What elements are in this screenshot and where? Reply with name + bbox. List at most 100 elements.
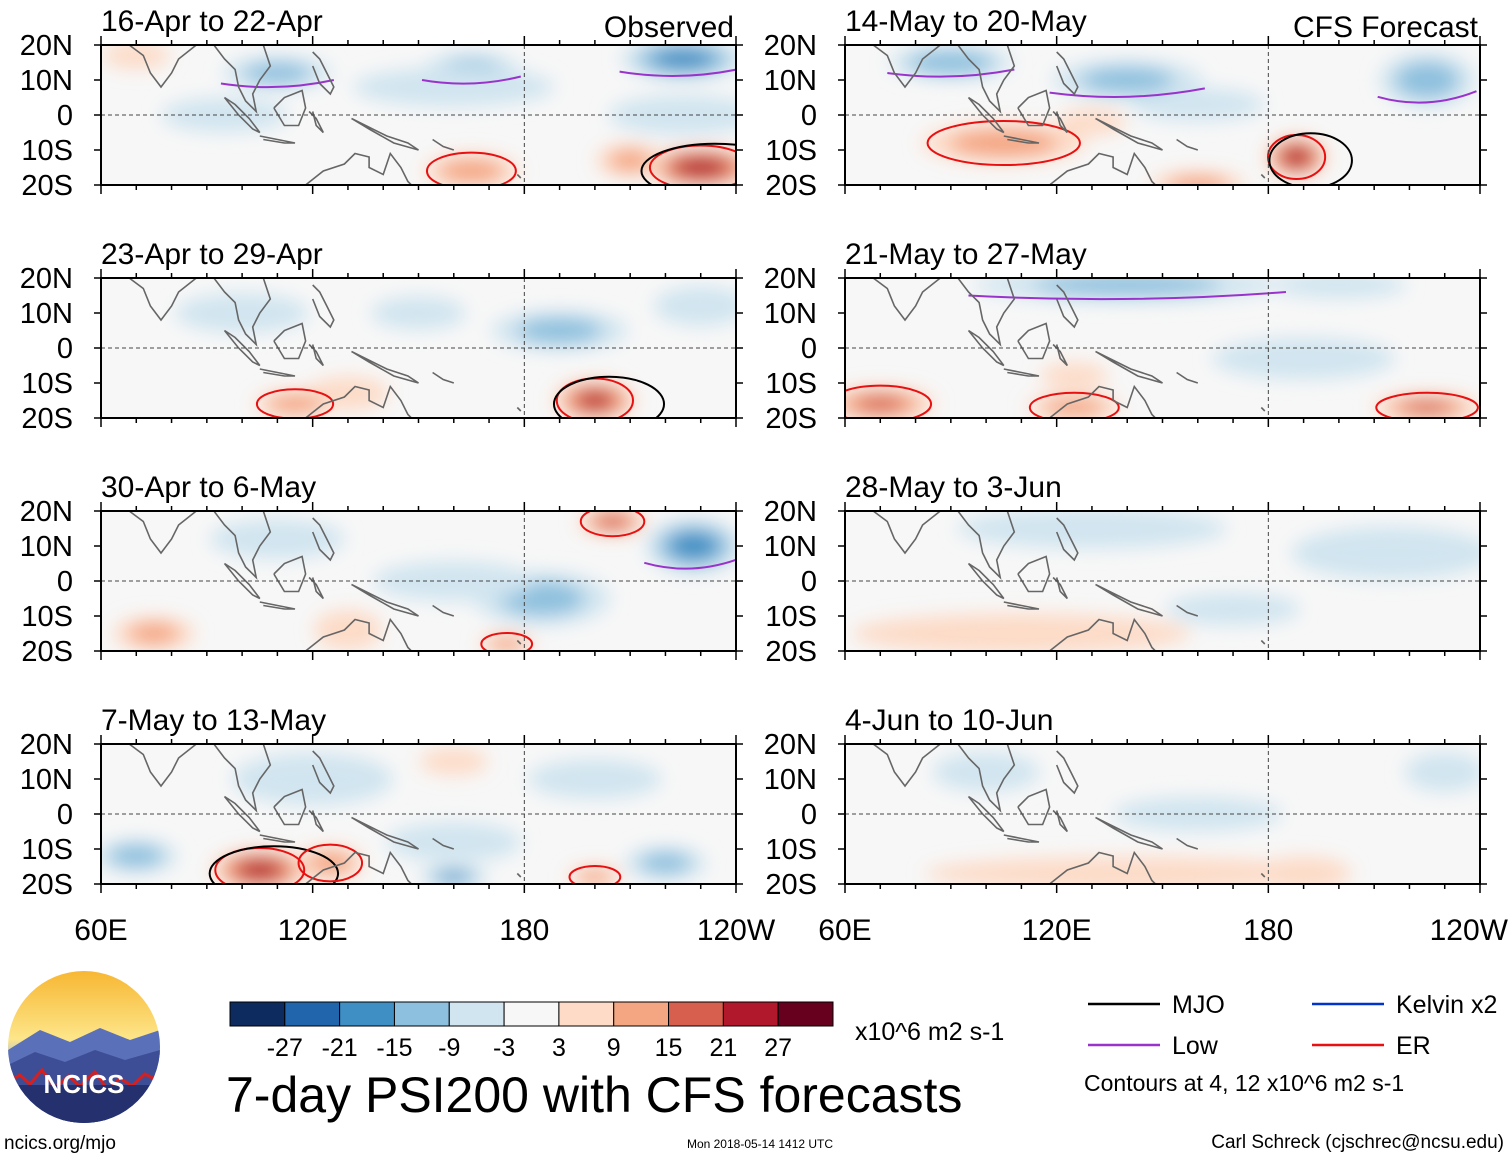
anomaly-region [1171,177,1224,185]
anomaly-region [1037,278,1217,295]
coastline [1035,850,1156,884]
coastline [432,604,455,617]
coastline [967,795,1005,833]
coastline [1017,89,1051,127]
colorbar-units: x10^6 m2 s-1 [855,1018,1004,1046]
coastline [213,278,272,347]
er-contour [648,144,736,185]
anomaly-region [899,618,1144,649]
y-tick-label: 0 [801,799,817,831]
contour-legend-label: Low [1172,1032,1219,1060]
colorbar-swatch [393,1001,450,1027]
coastline [273,555,307,593]
y-tick-label: 20S [765,636,817,668]
mjo-contour [1268,132,1353,185]
low-contour [887,68,1015,78]
anomaly-region [400,826,507,858]
colorbar-swatch [284,1001,341,1027]
coastline [872,744,941,788]
coastline [872,511,941,555]
contour-legend: MJO Kelvin x2 Low ER [1088,991,1497,1060]
coastline [1003,368,1040,377]
coastline [311,517,335,562]
colorbar-swatch [503,1001,560,1027]
mjo-contour [552,375,666,418]
coastline [291,850,412,884]
colorbar-tick-label: -9 [438,1034,460,1062]
low-contour [421,75,522,85]
ncics-logo: NCICS [8,971,160,1123]
coastline [308,343,325,367]
contour-legend-label: Kelvin x2 [1396,991,1497,1019]
y-tick-label: 20S [21,636,73,668]
anomaly-region [1134,88,1262,121]
coastline [213,511,272,580]
coastline [872,45,941,89]
colorbar-swatch [339,1001,395,1027]
coastline [957,744,1016,813]
colorbar-tick-label: 3 [552,1034,566,1062]
coastline [1052,110,1069,134]
er-contour [1028,391,1120,418]
y-tick-label: 10N [20,531,73,563]
coastline [1035,151,1156,185]
coastline [128,45,197,89]
x-tick-label: 60E [74,914,127,947]
anomaly-region [922,54,980,71]
colorbar-swatch [448,1001,505,1027]
coastline [259,834,296,843]
colorbar-tick-label: 9 [607,1034,621,1062]
anomaly-region [438,872,469,882]
anomaly-region [1065,111,1119,133]
anomaly-region [1296,527,1480,579]
coastline [1095,350,1163,384]
coastline [351,583,419,617]
site-link[interactable]: ncics.org/mjo [4,1133,116,1154]
column-label: CFS Forecast [1293,11,1479,44]
anomaly-region [581,872,609,882]
coastline [351,350,419,384]
coastline [291,384,412,418]
coastline [432,371,455,384]
coastline [291,617,412,651]
mjo-contour [640,142,736,185]
panel-period: 21-May to 27-May [845,238,1087,271]
y-tick-label: 0 [57,333,73,365]
panel-period: 14-May to 20-May [845,5,1087,38]
colorbar-tick-label: -15 [376,1034,412,1062]
coastline [273,89,307,127]
low-contour [968,291,1287,301]
coastline [223,329,261,367]
y-tick-label: 10S [21,368,73,400]
coastline [311,284,335,329]
panel-period: 16-Apr to 22-Apr [101,5,323,38]
y-tick-label: 20N [764,263,817,295]
y-tick-label: 10S [765,368,817,400]
anomaly-region [1406,753,1480,791]
anomaly-region [675,535,713,557]
anomaly-region [1285,278,1392,296]
coastline [516,872,522,878]
anomaly-region [640,852,691,874]
coastline [872,278,941,322]
anomaly-region [245,863,275,877]
coastline [1176,371,1199,384]
coastline [351,117,419,151]
colorbar: -27 -21 -15 -9 -3 3 9 15 21 27 [229,1001,834,1062]
anomaly-region [610,150,651,171]
anomaly-region [236,753,389,805]
anomaly-region [358,68,550,106]
anomaly-region [659,51,707,67]
coastline [1055,750,1079,795]
column-label: Observed [604,11,734,44]
coastline [128,744,197,788]
x-axis-tick-labels: 60E 120E 180 120W 60E 120E 180 120W [74,914,1508,947]
anomaly-region [656,287,736,325]
y-tick-label: 10N [764,298,817,330]
anomaly-region [685,161,717,174]
panel-period: 4-Jun to 10-Jun [845,704,1053,737]
